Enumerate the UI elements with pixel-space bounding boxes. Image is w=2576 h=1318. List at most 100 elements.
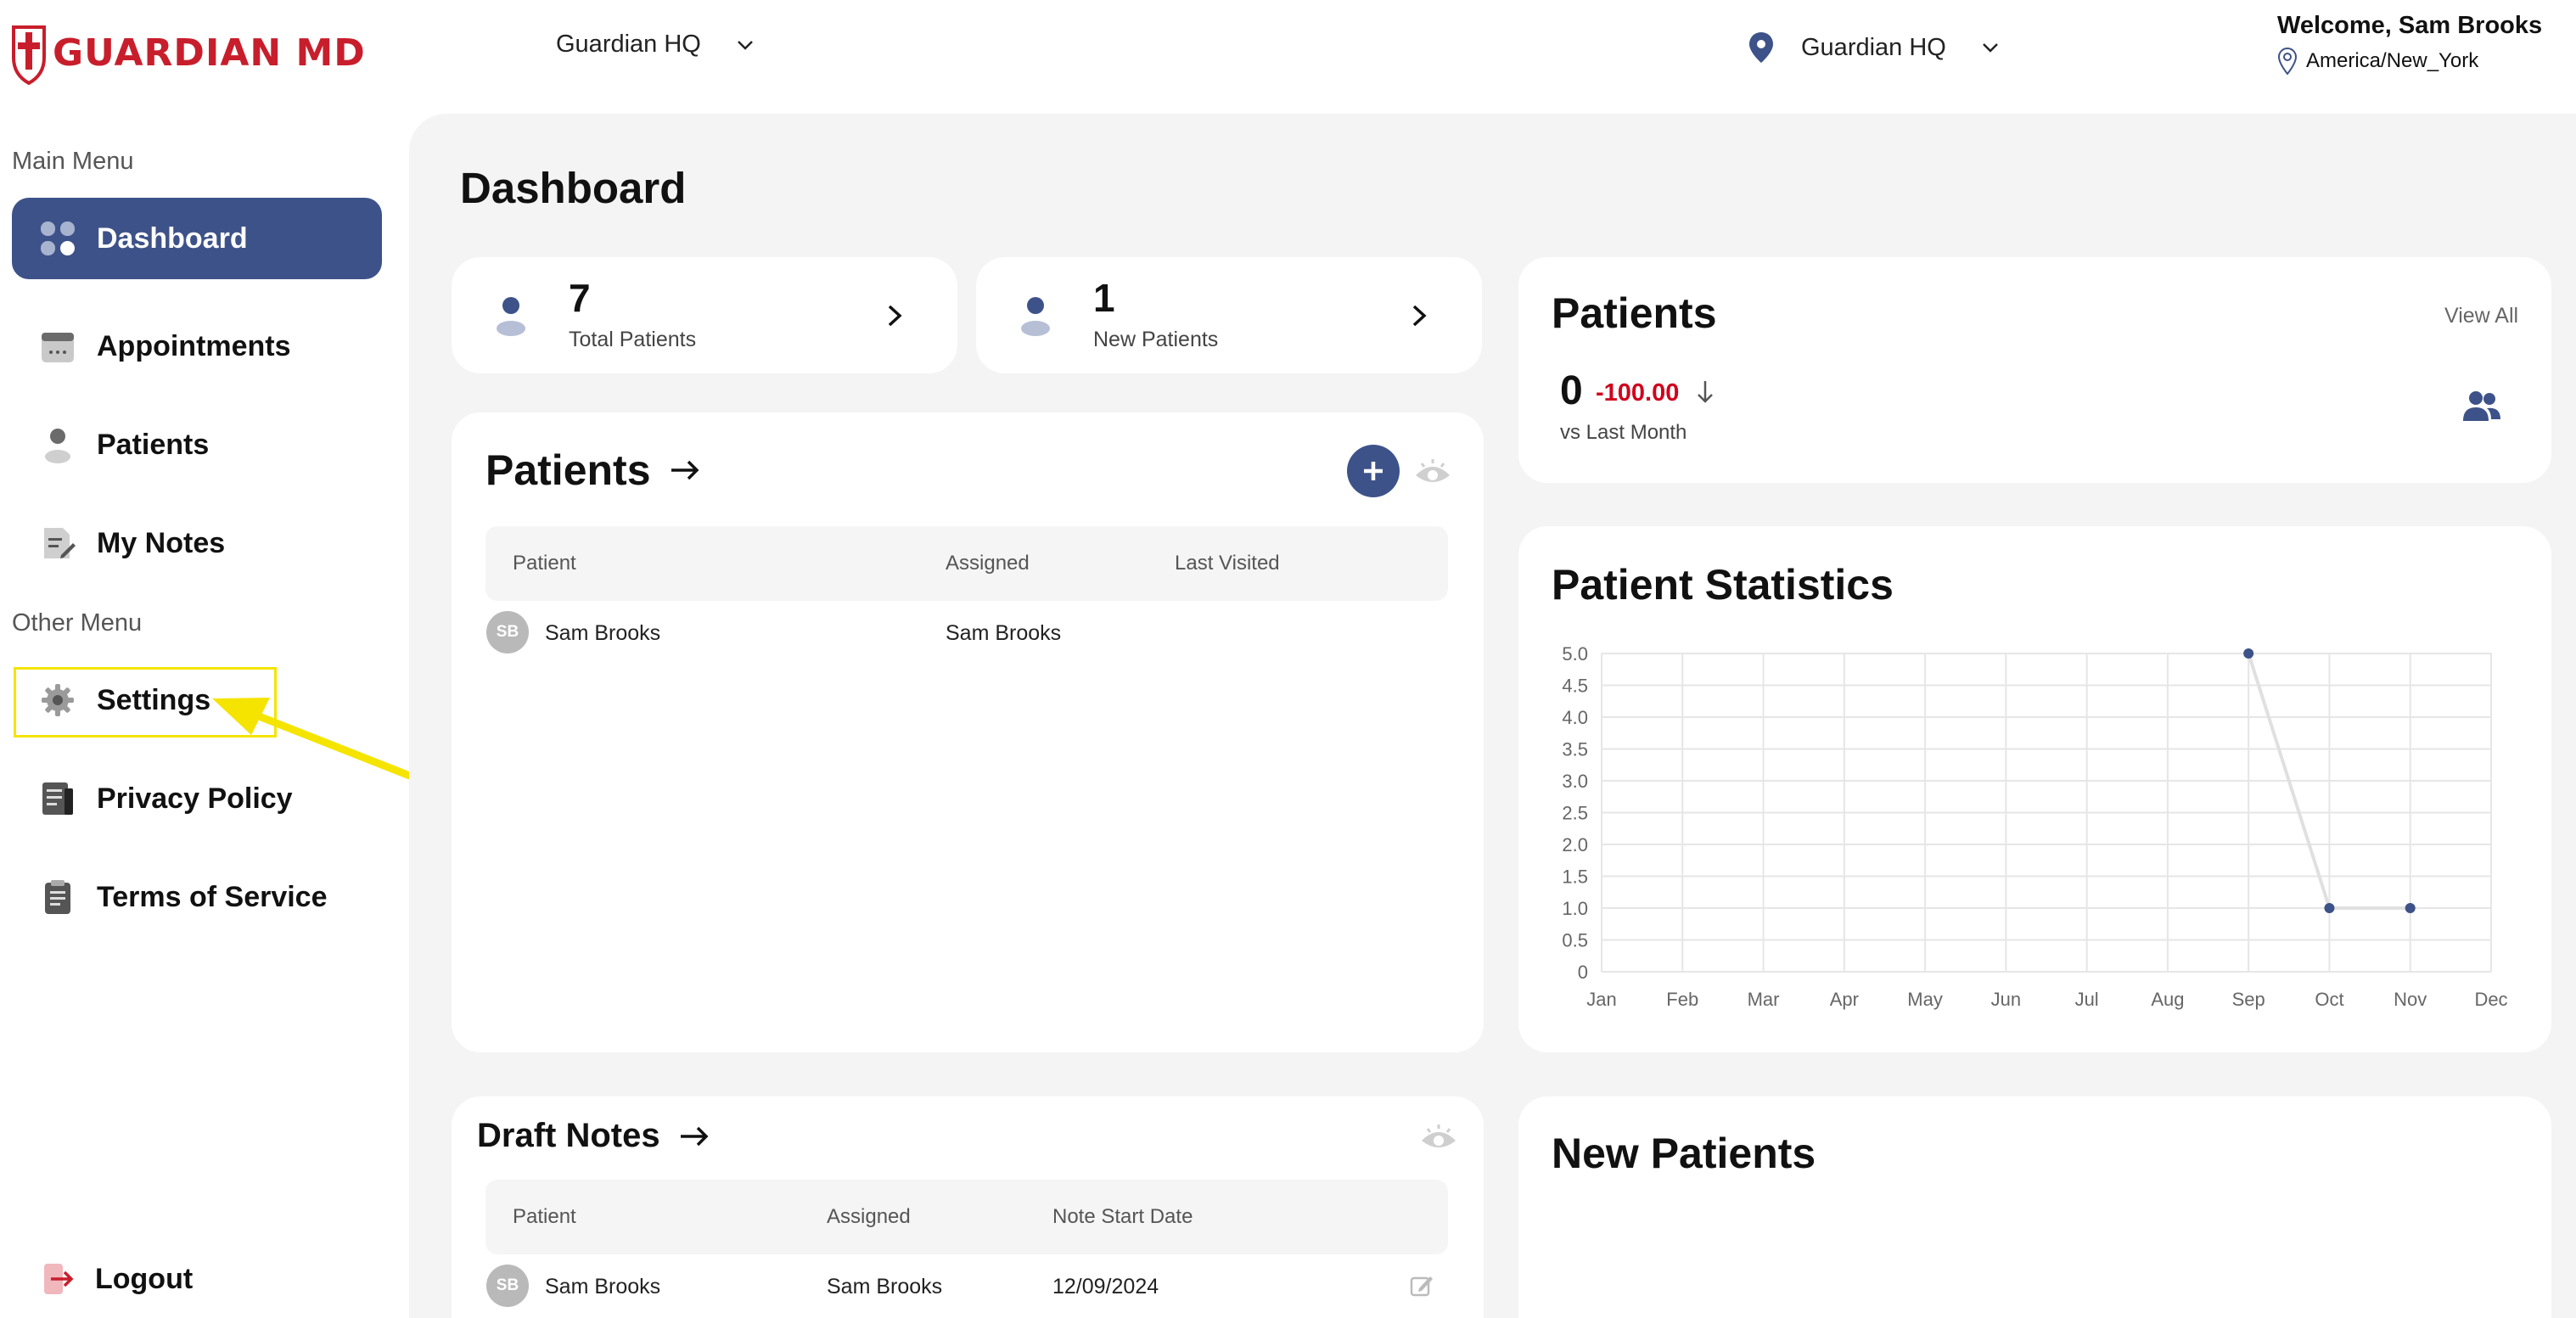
sidebar-item-my-notes[interactable]: My Notes: [12, 502, 382, 584]
user-welcome[interactable]: Welcome, Sam Brooks America/New_York: [2277, 12, 2566, 76]
y-tick-label: 4.0: [1562, 707, 1588, 728]
x-tick-label: May: [1907, 989, 1943, 1010]
sidebar-item-label: Privacy Policy: [97, 782, 293, 815]
view-all-link[interactable]: View All: [2444, 304, 2519, 328]
column-header-assigned: Assigned: [946, 552, 1030, 575]
y-tick-label: 2.5: [1562, 803, 1588, 824]
arrow-right-icon: [671, 460, 699, 480]
assigned-name: Sam Brooks: [827, 1275, 943, 1298]
patient-statistics-chart: 0 0.5 1.0 1.5 2.0 2.5 3.0 3.5 4.0 4.5 5.0 Jan Feb Mar…: [1562, 643, 2507, 1010]
dashboard-grid-icon: [39, 220, 76, 257]
y-tick-label: 1.0: [1562, 898, 1588, 919]
patients-summary-card: [1518, 257, 2551, 483]
sidebar-item-dashboard[interactable]: Dashboard: [12, 198, 382, 279]
patient-name: Sam Brooks: [545, 1275, 661, 1298]
patient-statistics-title: Patient Statistics: [1552, 561, 1894, 609]
eye-icon[interactable]: [1413, 457, 1452, 487]
patients-summary-delta: -100.00: [1596, 379, 1680, 407]
data-point: [2324, 903, 2335, 913]
column-header-patient: Patient: [513, 1205, 576, 1228]
y-tick-label: 1.5: [1562, 867, 1588, 888]
total-patients-card[interactable]: 7 Total Patients: [452, 257, 957, 373]
patient-statistics-card: [1518, 526, 2551, 1052]
y-tick-label: 3.5: [1562, 739, 1588, 760]
patients-summary-value: 0: [1560, 368, 1583, 413]
sidebar-item-terms-of-service[interactable]: Terms of Service: [12, 856, 382, 938]
location-select-value: Guardian HQ: [556, 31, 701, 58]
patients-summary-compare: vs Last Month: [1560, 421, 1687, 444]
y-tick-label: 2.0: [1562, 834, 1588, 855]
draft-notes-title[interactable]: Draft Notes: [477, 1117, 711, 1155]
chevron-down-icon: [737, 40, 753, 50]
y-tick-label: 0.5: [1562, 930, 1588, 951]
column-header-note-start-date: Note Start Date: [1052, 1205, 1193, 1228]
x-tick-label: Apr: [1830, 989, 1859, 1010]
sidebar-item-label: My Notes: [97, 526, 226, 559]
organization-select[interactable]: Guardian HQ: [1747, 31, 2001, 64]
plus-icon: [1364, 462, 1383, 480]
eye-icon[interactable]: [1419, 1122, 1458, 1153]
x-tick-label: Dec: [2474, 989, 2507, 1010]
notes-icon: [39, 524, 76, 562]
organization-select-value: Guardian HQ: [1801, 33, 1946, 61]
new-patients-value: 1: [1093, 276, 1115, 320]
total-patients-label: Total Patients: [569, 328, 697, 351]
add-patient-button[interactable]: [1347, 445, 1400, 497]
sidebar-item-label: Patients: [97, 428, 210, 461]
x-tick-label: Aug: [2151, 989, 2184, 1010]
x-tick-label: Jul: [2075, 989, 2099, 1010]
x-tick-label: Jan: [1586, 989, 1616, 1010]
patients-title-text: Patients: [485, 446, 651, 494]
patients-summary-title: Patients: [1552, 289, 1717, 337]
sidebar-item-label: Terms of Service: [97, 880, 328, 913]
sidebar-item-privacy-policy[interactable]: Privacy Policy: [12, 758, 382, 839]
x-tick-label: Sep: [2232, 989, 2265, 1010]
new-patients-card[interactable]: 1 New Patients: [976, 257, 1482, 373]
gear-icon: [39, 681, 76, 719]
data-point: [2405, 903, 2416, 913]
avatar: SB: [486, 1265, 529, 1307]
avatar: SB: [486, 611, 529, 653]
brand-logo[interactable]: GUARDIAN MD: [10, 20, 366, 85]
calendar-icon: [39, 328, 76, 365]
logout-button[interactable]: Logout: [12, 1238, 382, 1318]
brand-name: GUARDIAN MD: [53, 31, 366, 75]
sidebar-item-label: Appointments: [97, 329, 291, 362]
settings-highlight-box: [14, 667, 277, 738]
x-tick-label: Nov: [2394, 989, 2427, 1010]
person-icon: [1021, 296, 1050, 336]
y-tick-label: 0: [1578, 962, 1588, 983]
patients-table-header: Patient Assigned Last Visited: [485, 526, 1448, 601]
map-pin-icon: [1749, 32, 1773, 63]
clipboard-icon: [39, 878, 76, 916]
patient-name: Sam Brooks: [545, 621, 661, 645]
location-select[interactable]: Guardian HQ: [556, 31, 755, 59]
logout-icon: [37, 1260, 75, 1298]
welcome-text: Welcome, Sam Brooks: [2277, 12, 2543, 39]
sidebar-item-label: Settings: [97, 683, 211, 716]
chevron-right-icon: [888, 305, 902, 326]
shield-cross-logo-icon: [12, 25, 46, 85]
person-icon: [39, 426, 76, 463]
chevron-right-icon: [1412, 305, 1427, 326]
arrow-down-icon: [1698, 381, 1713, 403]
draft-notes-table-header: Patient Assigned Note Start Date: [485, 1180, 1448, 1254]
chevron-down-icon: [1982, 43, 1998, 53]
timezone-text: America/New_York: [2306, 49, 2479, 72]
sidebar-item-settings[interactable]: Settings: [12, 659, 382, 741]
arrow-right-icon: [680, 1126, 709, 1146]
sidebar-item-label: Dashboard: [97, 222, 248, 255]
x-tick-label: Oct: [2315, 989, 2343, 1010]
sidebar-item-patients[interactable]: Patients: [12, 404, 382, 485]
edit-icon[interactable]: [1409, 1273, 1434, 1298]
note-start-date: 12/09/2024: [1052, 1275, 1159, 1298]
new-patients-title: New Patients: [1552, 1130, 1816, 1177]
draft-notes-title-text: Draft Notes: [477, 1117, 660, 1154]
page-title: Dashboard: [460, 164, 687, 212]
sidebar: Main Menu Dashboard Appointments: [0, 127, 399, 1318]
patients-card-title[interactable]: Patients: [485, 446, 702, 495]
location-outline-icon: [2277, 47, 2298, 76]
y-tick-label: 3.0: [1562, 771, 1588, 792]
total-patients-value: 7: [569, 276, 591, 320]
sidebar-item-appointments[interactable]: Appointments: [12, 306, 382, 387]
